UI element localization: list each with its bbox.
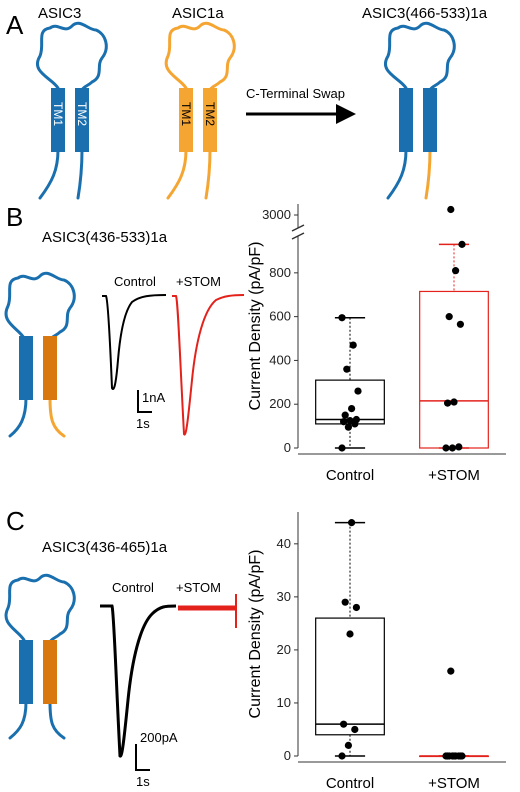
asic3-label: ASIC3 (38, 5, 81, 22)
chart-b-stom-point (455, 443, 463, 451)
chart-b-control-category-label: Control (326, 467, 374, 484)
chart-b-control-point (354, 387, 362, 395)
chart-c-control-point (351, 725, 359, 734)
panel-a-letter: A (6, 10, 24, 40)
panel-c-letter: C (6, 506, 25, 536)
chart-b-stom-category-label: +STOM (428, 467, 480, 484)
chimera-label: ASIC3(466-533)1a (362, 5, 488, 22)
panel-b-tm2-segment (43, 336, 57, 400)
chart-c-y-axis-title: Current Density (pA/pF) (247, 550, 264, 719)
panel-c-scale-time: 1s (136, 774, 150, 789)
chart-c-control-point (346, 630, 354, 638)
chart-b-ytick-label: 3000 (262, 207, 291, 222)
panel-b-stom-trace (172, 294, 245, 436)
chart-b-ytick-label: 200 (269, 396, 291, 411)
chart-b-stom-point (456, 320, 464, 328)
chart-b-control-point (352, 415, 360, 424)
chart-b-stom-point (442, 444, 450, 452)
chart-c-control-box (315, 617, 385, 736)
chart-b-control-point (346, 417, 354, 425)
chart-b-ytick-label: 400 (269, 352, 291, 367)
chimera-tm1-segment (399, 88, 413, 152)
panel-b-trace-stom-label: +STOM (176, 274, 221, 289)
chart-b-axis-break-mark-2 (291, 232, 305, 240)
asic1a-tm2-segment (203, 88, 217, 152)
chart-c-control-point (340, 720, 348, 728)
chart-b-ytick-label: 800 (269, 265, 291, 280)
chart-b-stom-point (450, 398, 458, 406)
chart-c-stom-point (452, 752, 460, 760)
panel-b-letter: B (6, 202, 23, 232)
chart-b-stom-point (452, 267, 460, 275)
panel-b-trace-control-label: Control (114, 274, 156, 289)
chart-c-stom-point (447, 667, 455, 675)
panel-c-trace-stom-label: +STOM (176, 580, 221, 595)
chart-b-control-point (343, 365, 351, 373)
chart-b-control-point (344, 423, 352, 431)
asic1a-tm1-segment (179, 88, 193, 152)
asic1a-tm1-label: TM1 (179, 102, 193, 126)
panel-b-schematic (4, 271, 76, 438)
chart-b-control-point (338, 444, 346, 452)
chart-c-ytick-label: 20 (277, 642, 291, 657)
chart-b-control-point (338, 314, 346, 322)
chart-b-stom-box (419, 290, 489, 449)
chart-b-control-point (341, 411, 349, 419)
chart-b-stom-point (458, 240, 466, 248)
panel-b-boxplot: 0 200 400 600 800 3000 Current Density (pA/pF)… (247, 204, 506, 484)
chart-c-control-point (348, 519, 356, 527)
chart-c-ytick-label: 40 (277, 536, 291, 551)
panel-b-scale-bar (137, 390, 152, 413)
panel-c-tm1-segment (19, 640, 33, 704)
panel-b-scale-current: 1nA (142, 390, 165, 405)
panel-c-trace-control-label: Control (112, 580, 154, 595)
panel-b-tm1-segment (19, 336, 33, 400)
panel-c-scale-current: 200pA (140, 730, 178, 745)
chart-c-ytick-label: 10 (277, 695, 291, 710)
panel-b-construct: ASIC3(436-533)1a (42, 229, 168, 246)
chart-b-axis-break-mark-1 (291, 224, 305, 232)
chart-c-control-point (341, 598, 349, 606)
asic3-tm2-segment (75, 88, 89, 152)
panel-c-tm2-segment (43, 640, 57, 704)
chart-b-stom-point (445, 313, 453, 321)
asic3-tm1-segment (51, 88, 65, 152)
asic1a-schematic (164, 21, 236, 200)
panel-c-construct: ASIC3(436-465)1a (42, 539, 168, 556)
chimera-tm2-segment (423, 88, 437, 152)
panel-c-schematic (4, 573, 76, 740)
chart-b-control-point (348, 404, 356, 413)
chart-b-control-point (340, 418, 348, 426)
panel-c-control-trace (100, 604, 177, 758)
chart-c-control-point (344, 741, 352, 749)
chart-b-stom-point (447, 205, 455, 214)
chart-b-control-point (349, 341, 357, 349)
chart-c-stom-category-label: +STOM (428, 775, 480, 792)
panel-c-scale-bar (135, 744, 150, 771)
chart-c-stom-point (458, 752, 466, 760)
chart-b-ytick-label: 0 (284, 440, 291, 455)
chart-c-stom-point (445, 752, 453, 760)
chart-b-stom-point (448, 444, 456, 452)
chart-c-control-point (338, 752, 346, 760)
chart-c-control-point (352, 603, 360, 612)
asic3-tm2-label: TM2 (75, 102, 89, 126)
chart-b-y-axis-title: Current Density (pA/pF) (247, 242, 264, 411)
swap-arrow-head (336, 104, 356, 124)
panel-b-control-trace (102, 294, 167, 390)
asic3-schematic (36, 21, 108, 200)
swap-label: C-Terminal Swap (246, 86, 345, 101)
panel-b-scale-time: 1s (136, 416, 150, 431)
chart-c-ytick-label: 0 (284, 748, 291, 763)
chart-c-ytick-label: 30 (277, 589, 291, 604)
asic3-tm1-label: TM1 (51, 102, 65, 126)
chart-b-ytick-label: 600 (269, 309, 291, 324)
chart-b-stom-point (444, 399, 452, 407)
chart-c-control-category-label: Control (326, 775, 374, 792)
asic1a-label: ASIC1a (172, 5, 224, 22)
panel-c-boxplot: 0 10 20 30 40 Current Density (pA/pF) Control +… (247, 512, 506, 792)
chimera-schematic (384, 21, 456, 200)
asic1a-tm2-label: TM2 (203, 102, 217, 126)
